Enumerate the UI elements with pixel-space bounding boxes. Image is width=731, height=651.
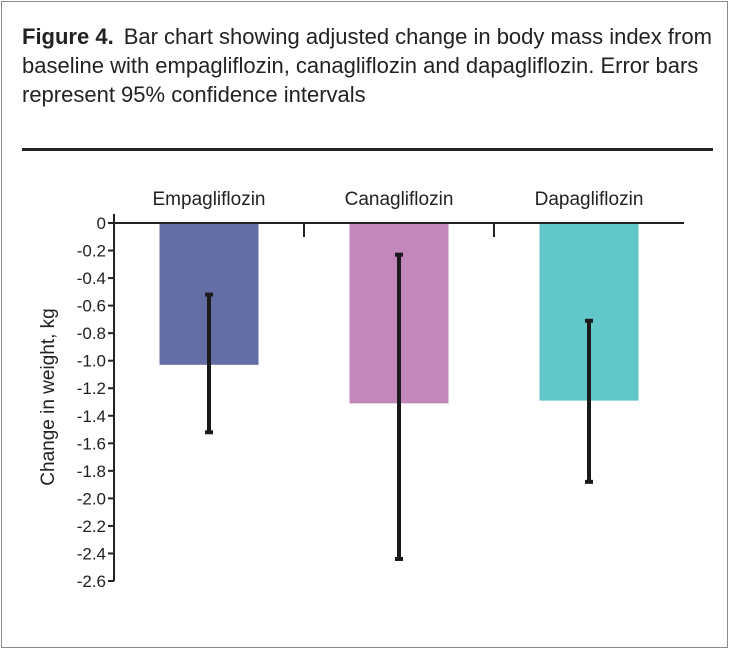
figure-caption: Figure 4. Bar chart showing adjusted chan…: [22, 22, 712, 109]
category-labels: Empagliflozin Canagliflozin Dapagliflozin: [153, 189, 644, 210]
y-tick-label: -0.4: [77, 269, 106, 288]
y-tick-label: -1.6: [77, 434, 106, 453]
figure-label: Figure 4.: [22, 24, 114, 49]
y-axis: 0 -0.2 -0.4 -0.6 -0.8 -1.0 -1.2 -1.4 -1.6 -1.8 -2.…: [77, 214, 115, 591]
y-axis-title: Change in weight, kg: [38, 308, 59, 485]
caption-divider: [22, 148, 713, 151]
category-label: Canagliflozin: [345, 189, 454, 210]
y-tick-label: -0.2: [77, 242, 106, 261]
x-axis: [114, 222, 684, 237]
y-tick-label: -0.8: [77, 324, 106, 343]
y-tick-label: -2.6: [77, 572, 106, 591]
figure-caption-text: Bar chart showing adjusted change in bod…: [22, 24, 712, 107]
category-label: Empagliflozin: [153, 189, 266, 210]
y-tick-label: -1.2: [77, 379, 106, 398]
y-tick-label: -2.0: [77, 489, 106, 508]
y-tick-label: -1.8: [77, 462, 106, 481]
y-tick-label: -1.0: [77, 352, 106, 371]
y-tick-label: -0.6: [77, 297, 106, 316]
y-tick-label: -2.4: [77, 544, 106, 563]
y-tick-label: 0: [97, 214, 106, 233]
error-bars: [205, 252, 593, 561]
y-tick-label: -2.2: [77, 517, 106, 536]
category-label: Dapagliflozin: [535, 189, 644, 210]
y-tick-label: -1.4: [77, 407, 106, 426]
